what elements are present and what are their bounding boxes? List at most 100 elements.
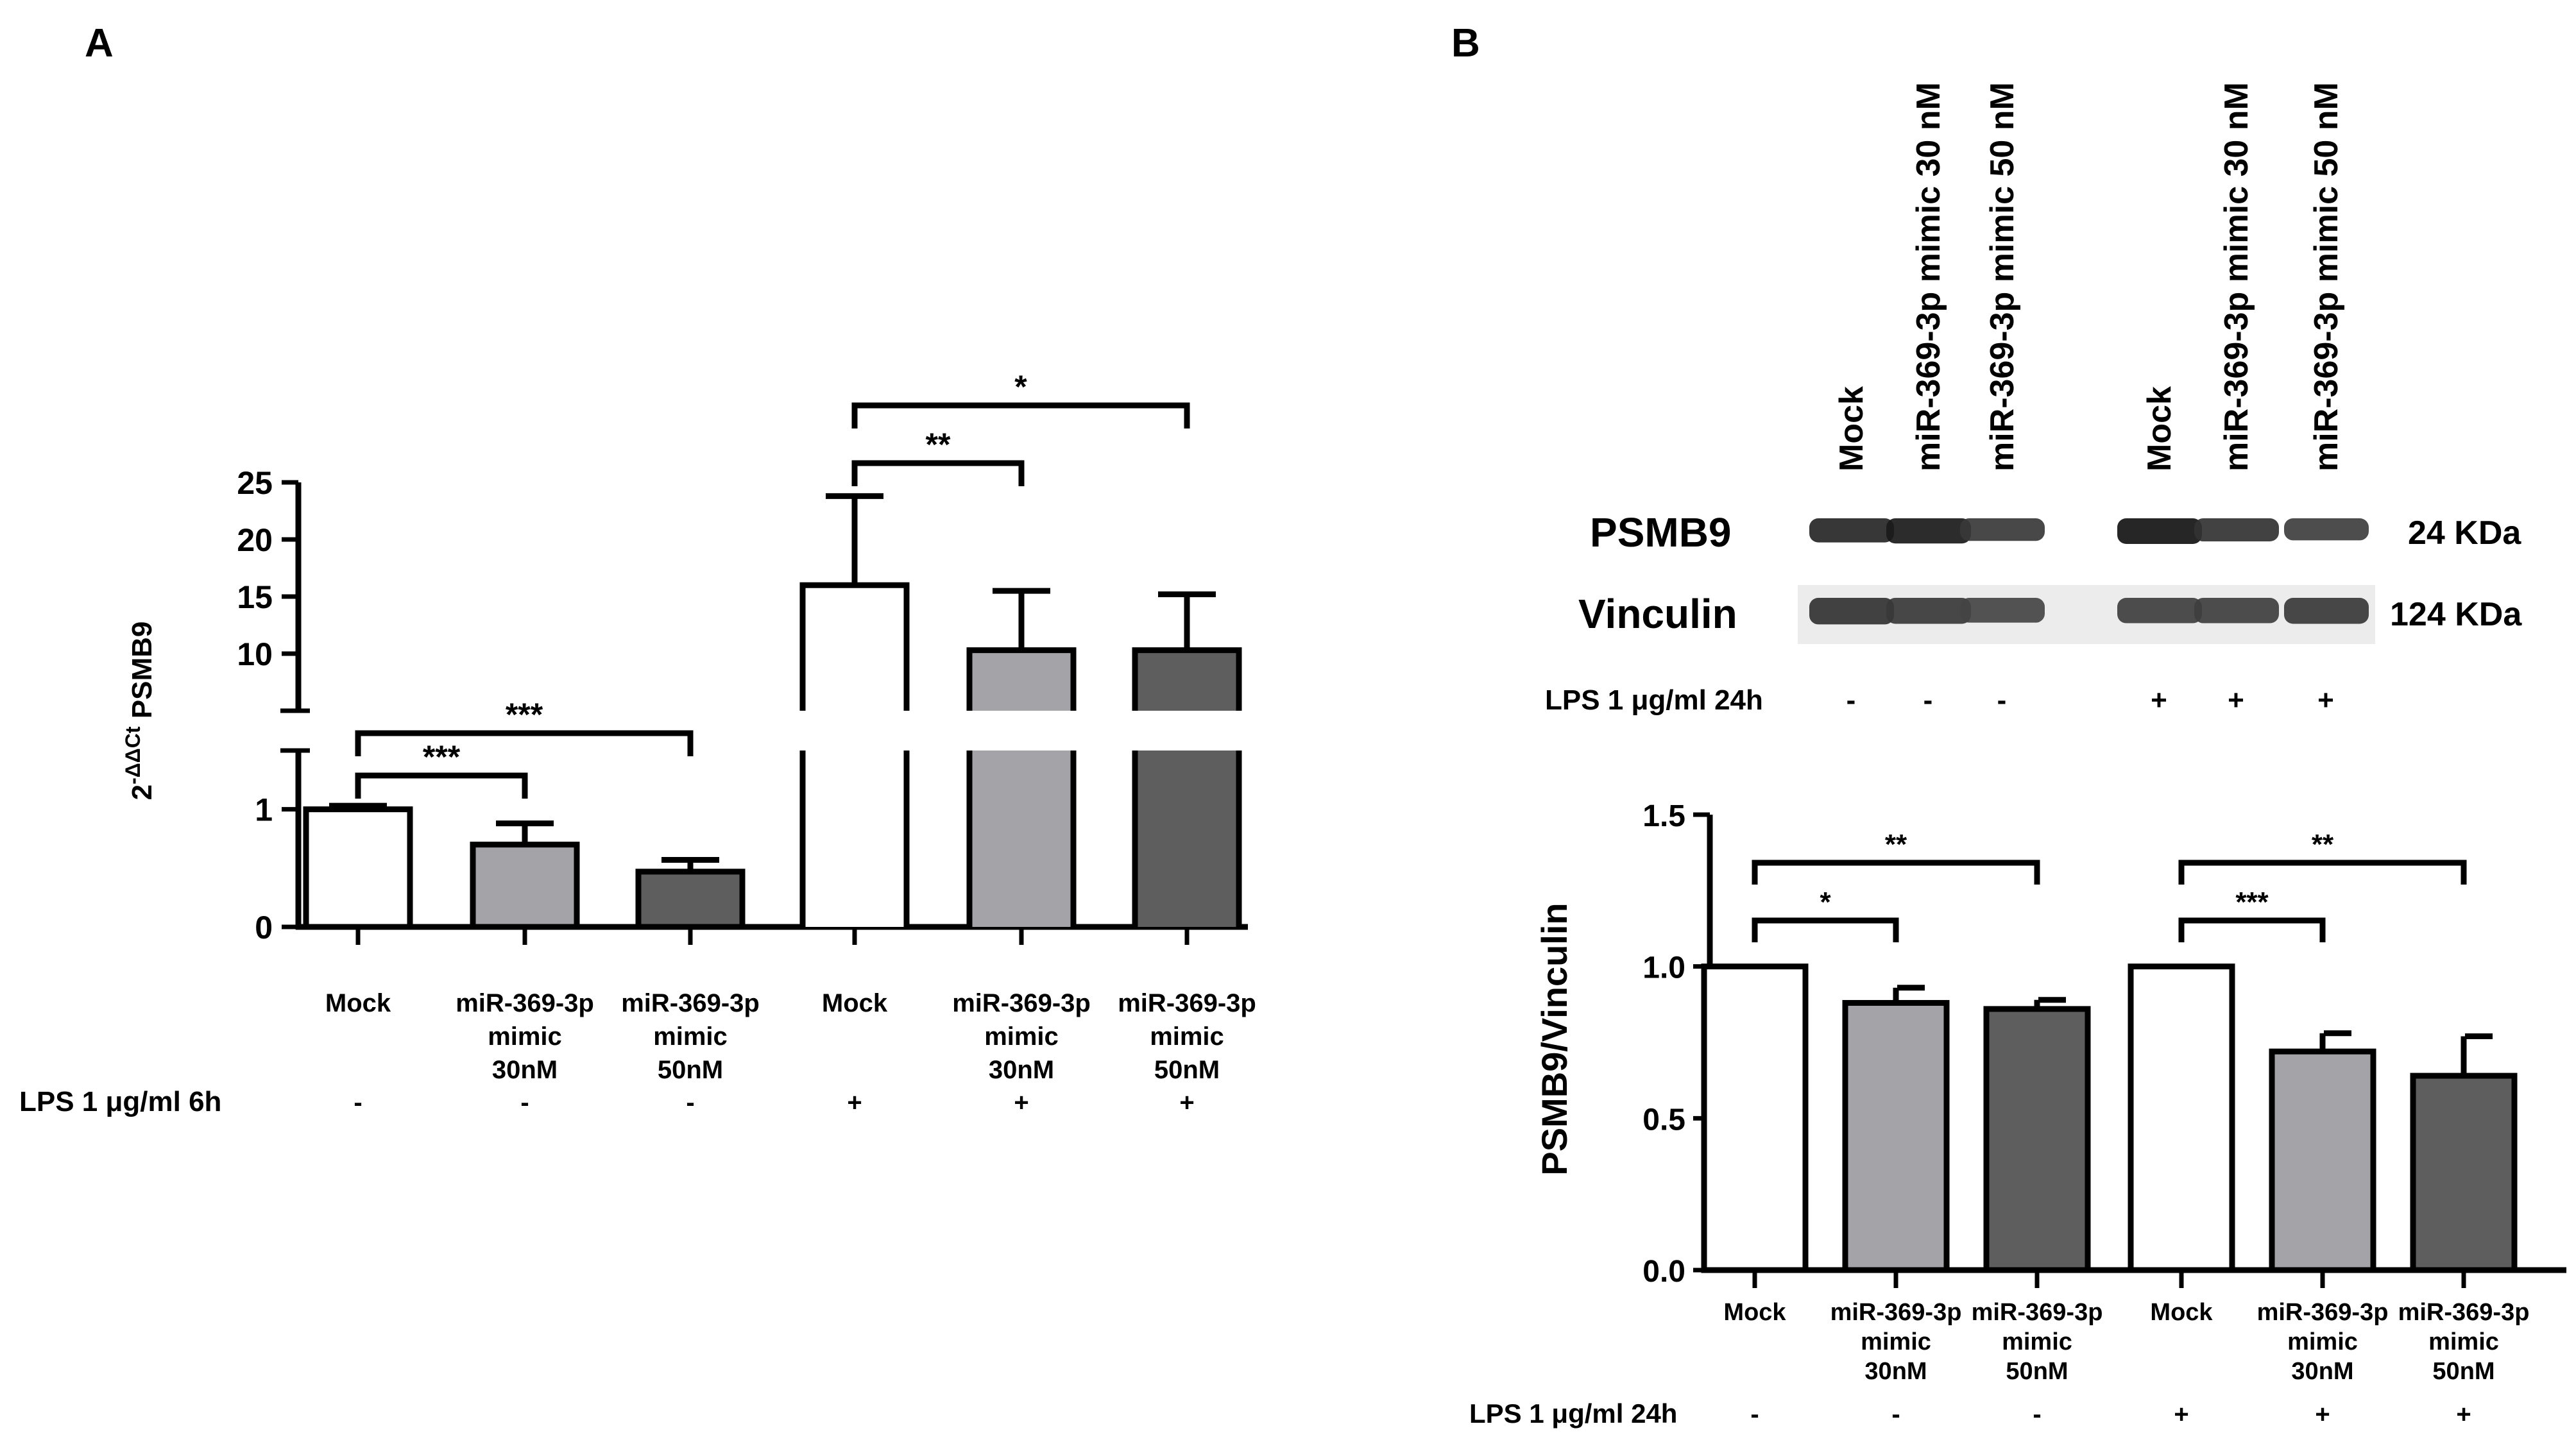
significance-label: ** bbox=[2312, 829, 2334, 860]
significance-bracket bbox=[2178, 917, 2326, 942]
bar-lower-segment bbox=[969, 751, 1073, 927]
x-tick-label: miR-369-3p bbox=[1972, 1299, 2103, 1326]
significance-label: * bbox=[1820, 886, 1831, 918]
significance-bracket bbox=[2178, 860, 2467, 885]
bar-upper-segment bbox=[969, 650, 1073, 711]
significance-label: *** bbox=[506, 697, 543, 733]
x-tick-label: miR-369-3p bbox=[2257, 1299, 2389, 1326]
treatment-sign: + bbox=[2456, 1400, 2471, 1429]
blot-treatment-sign: + bbox=[2317, 684, 2334, 716]
treatment-sign: + bbox=[2315, 1400, 2330, 1429]
blot-lane-label: miR-369-3p mimic 30 nM bbox=[1910, 82, 1947, 471]
y-axis-label: 2-ΔΔCt PSMB9 bbox=[121, 622, 158, 801]
bar bbox=[1842, 999, 1950, 1273]
blot-treatment-sign: - bbox=[1847, 684, 1856, 716]
x-tick-label: 50nM bbox=[2432, 1358, 2495, 1385]
x-tick-label: 50nM bbox=[2006, 1358, 2068, 1385]
panel-b-chart: 0.0 0.5 1.0 1.5 PSMB9/Vinculin Mock - miR-369-3… bbox=[1469, 799, 2566, 1429]
blot-treatment-sign: + bbox=[2151, 684, 2167, 716]
blot-band bbox=[2284, 518, 2369, 541]
x-tick-label: Mock bbox=[1723, 1299, 1786, 1326]
bar bbox=[635, 869, 746, 930]
bar-upper-segment bbox=[803, 585, 907, 711]
y-tick-label: 0.0 bbox=[1642, 1255, 1685, 1289]
panel-a-chart: 0 1 10 15 20 25 2-ΔΔCt PSMB9 Mock - miR-369-3p mim… bbox=[19, 369, 1256, 1117]
blot-size-label: 24 KDa bbox=[2408, 514, 2521, 552]
significance-label: ** bbox=[926, 427, 951, 462]
bar bbox=[2269, 1048, 2376, 1273]
panel-a-label: A bbox=[85, 21, 114, 65]
treatment-sign: - bbox=[1891, 1400, 1900, 1429]
significance-bracket bbox=[355, 730, 694, 756]
x-tick-label: miR-369-3p bbox=[456, 989, 594, 1017]
y-tick-label: 20 bbox=[237, 522, 273, 558]
x-tick-label: 30nM bbox=[1864, 1358, 1927, 1385]
significance-bracket bbox=[851, 402, 1190, 428]
x-tick-label: Mock bbox=[325, 989, 391, 1017]
treatment-sign: + bbox=[1179, 1089, 1194, 1117]
blot-lane-label: miR-369-3p mimic 30 nM bbox=[2218, 82, 2255, 471]
x-tick-label: 30nM bbox=[492, 1056, 558, 1084]
y-tick-label: 0 bbox=[255, 910, 273, 946]
x-tick-label: mimic bbox=[488, 1022, 562, 1051]
bar bbox=[1701, 963, 1809, 1273]
blot-lane-label: Mock bbox=[1833, 386, 1870, 471]
x-tick-label: miR-369-3p bbox=[2398, 1299, 2530, 1326]
x-tick-label: mimic bbox=[653, 1022, 728, 1051]
blot-band bbox=[1886, 518, 1971, 544]
x-tick-label: miR-369-3p bbox=[1830, 1299, 1962, 1326]
bar-upper-segment bbox=[1135, 650, 1239, 711]
y-tick-label: 1.0 bbox=[1642, 951, 1685, 985]
blot-band bbox=[2194, 598, 2279, 623]
x-tick-label: mimic bbox=[2428, 1328, 2499, 1355]
blot-lane-label: Mock bbox=[2141, 386, 2178, 471]
significance-bracket bbox=[1752, 860, 2040, 885]
significance-label: *** bbox=[423, 739, 461, 775]
blot-band bbox=[1809, 518, 1894, 543]
blot-treatment-sign: - bbox=[1997, 684, 2007, 716]
y-tick-label: 0.5 bbox=[1642, 1103, 1685, 1137]
x-tick-label: miR-369-3p bbox=[952, 989, 1091, 1017]
x-tick-label: mimic bbox=[2287, 1328, 2358, 1355]
blot-protein-label: Vinculin bbox=[1578, 591, 1737, 637]
bar-lower-segment bbox=[1135, 751, 1239, 927]
x-tick-label: Mock bbox=[2150, 1299, 2213, 1326]
bar bbox=[470, 842, 580, 930]
blot-lane-label: miR-369-3p mimic 50 nM bbox=[1984, 82, 2021, 471]
x-tick-label: miR-369-3p bbox=[1118, 989, 1256, 1017]
bar bbox=[1983, 1006, 2091, 1273]
bar bbox=[303, 806, 413, 930]
x-tick-label: 30nM bbox=[2291, 1358, 2353, 1385]
blot-treatment-sign: - bbox=[1923, 684, 1933, 716]
blot-band bbox=[2284, 598, 2369, 624]
blot-lane-label: miR-369-3p mimic 50 nM bbox=[2308, 82, 2345, 471]
panel-b-label: B bbox=[1451, 21, 1480, 65]
blot-band bbox=[2194, 518, 2279, 541]
y-axis-label: PSMB9/Vinculin bbox=[1534, 903, 1574, 1175]
x-tick-label: 30nM bbox=[989, 1056, 1054, 1084]
y-tick-label: 25 bbox=[237, 465, 273, 501]
x-tick-label: mimic bbox=[1861, 1328, 1931, 1355]
treatment-sign: + bbox=[1014, 1089, 1028, 1117]
blot-band bbox=[1960, 518, 2045, 541]
significance-bracket bbox=[851, 460, 1025, 486]
significance-label: *** bbox=[2235, 886, 2269, 918]
x-tick-label: 50nM bbox=[1154, 1056, 1220, 1084]
western-blot: Mock miR-369-3p mimic 30 nM miR-369-3p mim… bbox=[1545, 82, 2522, 716]
y-tick-label: 15 bbox=[237, 579, 273, 615]
significance-label: ** bbox=[1885, 829, 1907, 860]
treatment-sign: - bbox=[686, 1089, 694, 1117]
blot-band bbox=[1960, 598, 2045, 623]
bar bbox=[2128, 963, 2235, 1273]
significance-bracket bbox=[355, 772, 528, 799]
x-tick-label: 50nM bbox=[658, 1056, 723, 1084]
treatment-label: LPS 1 μg/ml 6h bbox=[19, 1086, 221, 1117]
y-tick-label: 1 bbox=[255, 792, 273, 828]
significance-bracket bbox=[1752, 917, 1899, 942]
x-tick-label: mimic bbox=[984, 1022, 1059, 1051]
x-tick-label: mimic bbox=[1150, 1022, 1224, 1051]
bar bbox=[2410, 1073, 2518, 1273]
blot-band bbox=[1886, 598, 1971, 624]
treatment-sign: - bbox=[1750, 1400, 1759, 1429]
